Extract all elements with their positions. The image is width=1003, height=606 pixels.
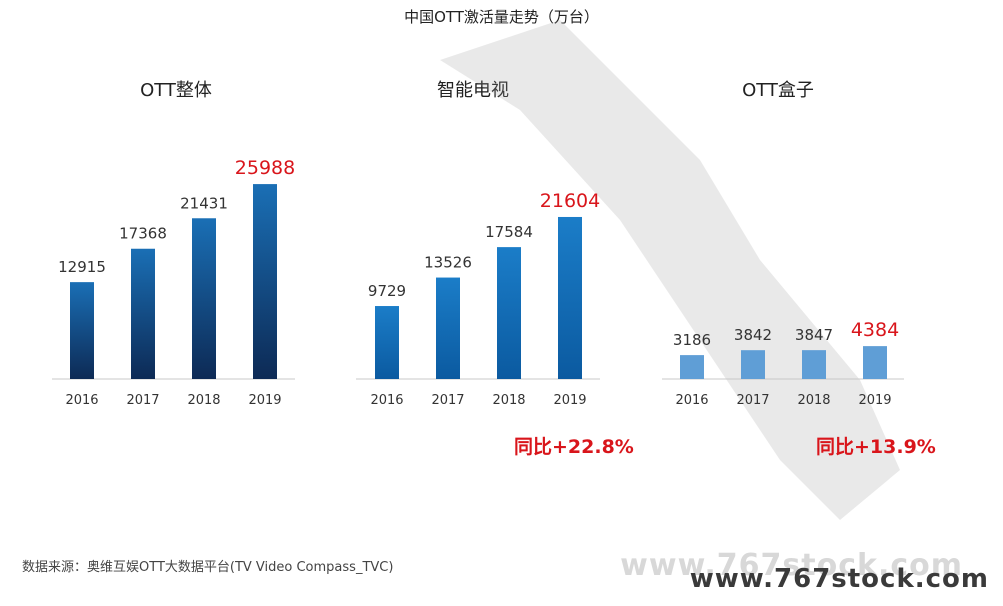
data-label-smart-tv-2019: 21604 [540,190,600,212]
bar-ott-total-2019 [253,184,277,379]
x-tick-label-ott-total-2016: 2016 [65,393,98,408]
watermark-site: www.767stock.com [689,564,989,594]
panel-title-ott-total: OTT整体 [140,80,212,101]
data-label-smart-tv-2016: 9729 [368,282,406,300]
bar-ott-box-2016 [680,355,704,379]
x-tick-label-ott-box-2016: 2016 [675,393,708,408]
data-label-ott-total-2018: 21431 [180,194,228,212]
bar-ott-box-2019 [863,346,887,379]
bar-smart-tv-2016 [375,306,399,379]
data-label-ott-box-2018: 3847 [795,326,833,344]
data-label-ott-total-2019: 25988 [235,157,295,179]
bar-ott-total-2018 [192,218,216,379]
x-tick-label-smart-tv-2018: 2018 [492,393,525,408]
chart-main-title: 中国OTT激活量走势（万台） [404,8,599,26]
x-tick-label-ott-box-2019: 2019 [858,393,891,408]
data-label-smart-tv-2017: 13526 [424,254,472,272]
x-tick-label-ott-total-2019: 2019 [248,393,281,408]
panel-title-ott-box: OTT盒子 [742,80,814,101]
bar-smart-tv-2018 [497,247,521,379]
data-label-ott-total-2017: 17368 [119,225,167,243]
bar-ott-total-2017 [131,248,155,379]
data-source-note: 数据来源：奥维互娱OTT大数据平台(TV Video Compass_TVC) [22,560,394,575]
x-tick-label-smart-tv-2017: 2017 [431,393,464,408]
yoy-label-smart-tv: 同比+22.8% [514,436,634,458]
bar-smart-tv-2019 [558,216,582,379]
x-tick-label-ott-box-2017: 2017 [736,393,769,408]
bar-ott-total-2016 [70,282,94,379]
x-tick-label-ott-box-2018: 2018 [797,393,830,408]
x-tick-label-ott-total-2018: 2018 [187,393,220,408]
x-tick-label-ott-total-2017: 2017 [126,393,159,408]
data-label-ott-box-2019: 4384 [851,319,899,341]
data-label-ott-box-2017: 3842 [734,326,772,344]
bar-ott-box-2017 [741,350,765,379]
bar-smart-tv-2017 [436,277,460,379]
data-label-ott-box-2016: 3186 [673,331,711,349]
x-tick-label-smart-tv-2019: 2019 [553,393,586,408]
x-tick-label-smart-tv-2016: 2016 [370,393,403,408]
bar-ott-box-2018 [802,350,826,379]
data-label-ott-total-2016: 12915 [58,258,106,276]
panel-title-smart-tv: 智能电视 [437,80,509,101]
data-label-smart-tv-2018: 17584 [485,223,533,241]
watermark-site-ghost: www.767stock.com [620,548,963,583]
yoy-label-ott-box: 同比+13.9% [816,436,936,458]
